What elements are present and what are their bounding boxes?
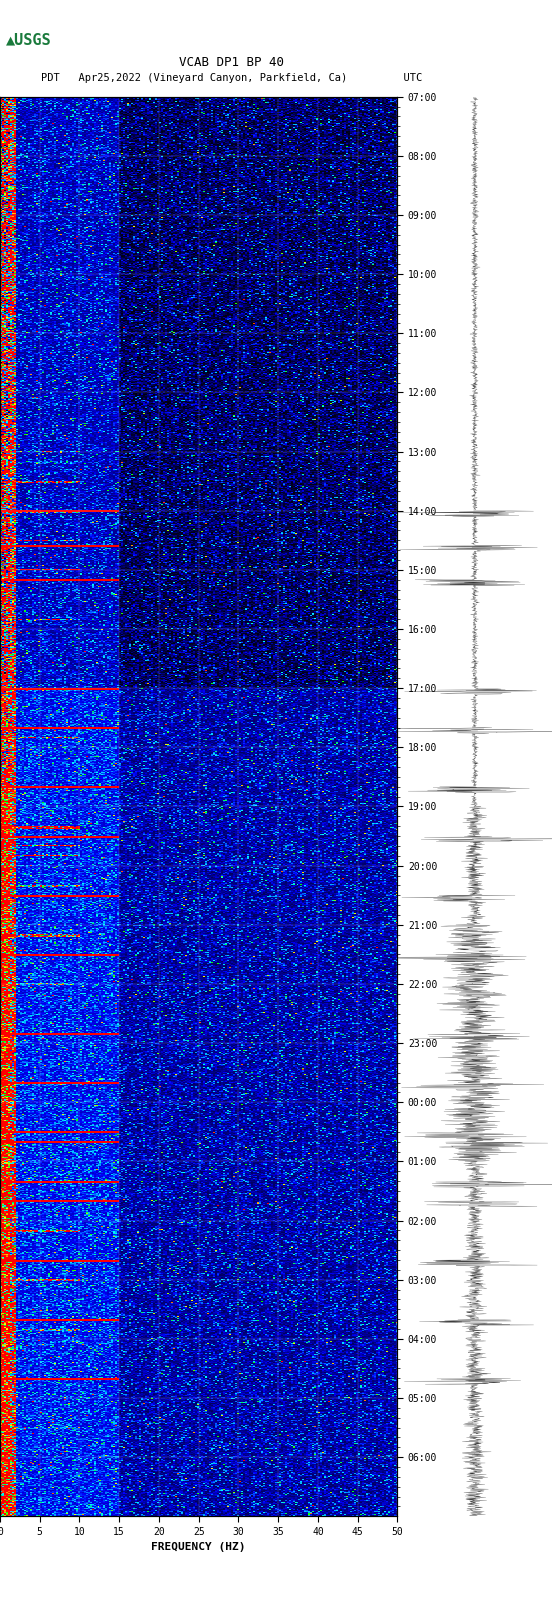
Text: ▲USGS: ▲USGS: [6, 32, 51, 47]
X-axis label: FREQUENCY (HZ): FREQUENCY (HZ): [151, 1542, 246, 1552]
Text: PDT   Apr25,2022 (Vineyard Canyon, Parkfield, Ca)         UTC: PDT Apr25,2022 (Vineyard Canyon, Parkfie…: [41, 73, 422, 82]
Text: VCAB DP1 BP 40: VCAB DP1 BP 40: [179, 56, 284, 69]
